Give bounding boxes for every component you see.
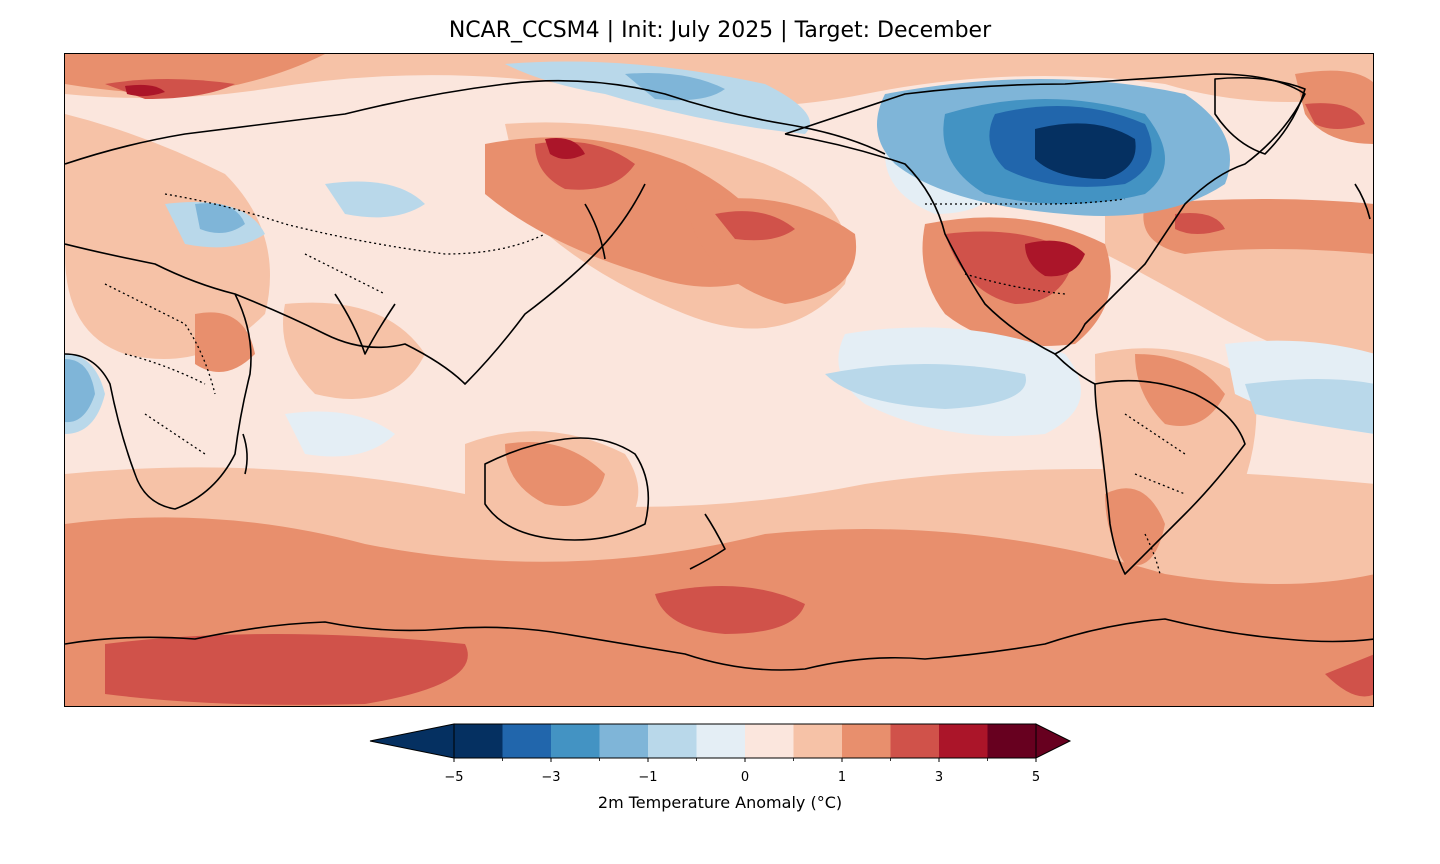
colorbar xyxy=(368,722,1072,762)
colorbar-tick-label: −5 xyxy=(444,770,464,785)
colorbar-tick-label: 0 xyxy=(740,770,750,785)
colorbar-segment xyxy=(842,724,891,758)
colorbar-segment xyxy=(987,724,1037,758)
colorbar-segment xyxy=(648,724,697,758)
colorbar-tick-label: −1 xyxy=(638,770,658,785)
anomaly-field-extreme-cool xyxy=(1035,123,1136,179)
chart-title: NCAR_CCSM4 | Init: July 2025 | Target: D… xyxy=(448,18,992,43)
anomaly-map xyxy=(65,54,1373,706)
colorbar-tick-label: 3 xyxy=(934,770,944,785)
anomaly-field-very-warm xyxy=(125,84,1085,277)
colorbar-segment xyxy=(502,724,552,758)
colorbar-segment xyxy=(745,724,794,758)
coastlines xyxy=(65,73,1373,671)
colorbar-segment xyxy=(696,724,746,758)
colorbar-extend-high xyxy=(1035,723,1072,759)
colorbar-label: 2m Temperature Anomaly (°C) xyxy=(597,793,843,812)
colorbar-segment xyxy=(890,724,940,758)
country-borders xyxy=(104,193,1186,575)
map-panel xyxy=(64,53,1374,707)
colorbar-svg xyxy=(369,723,1072,762)
colorbar-segment xyxy=(939,724,988,758)
colorbar-segment xyxy=(454,724,503,758)
colorbar-tick-label: 5 xyxy=(1031,770,1041,785)
colorbar-segment xyxy=(599,724,649,758)
colorbar-extend-low xyxy=(369,723,455,759)
colorbar-segment xyxy=(793,724,843,758)
colorbar-tick-label: 1 xyxy=(837,770,847,785)
colorbar-segment xyxy=(551,724,600,758)
colorbar-tick-label: −3 xyxy=(541,770,561,785)
